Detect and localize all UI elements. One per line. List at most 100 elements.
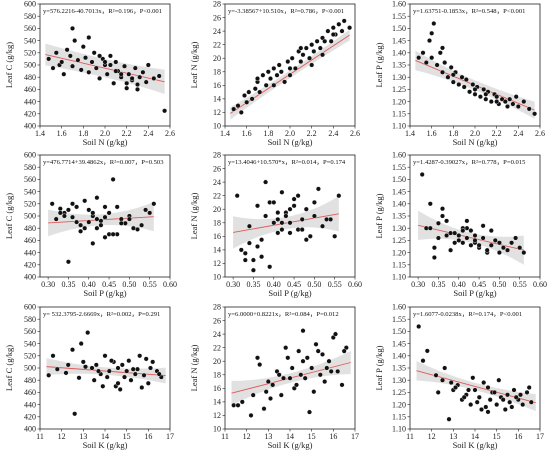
data-point	[300, 328, 306, 334]
x-tick-label: 15	[308, 432, 316, 441]
data-point	[231, 402, 237, 408]
data-point	[307, 409, 313, 415]
y-tick-label: 1.60	[392, 0, 406, 9]
regression-line	[233, 213, 339, 233]
data-point	[249, 96, 255, 102]
y-tick-label: 420	[24, 110, 36, 119]
y-tick-label: 10	[213, 425, 221, 434]
data-point	[487, 397, 493, 403]
data-point	[235, 402, 241, 408]
data-point	[335, 368, 341, 374]
y-tick-label: 1.25	[392, 236, 406, 245]
data-point	[287, 220, 293, 226]
data-point	[118, 220, 124, 226]
y-axis-label: Leaf N (g/kg)	[189, 41, 199, 88]
data-point	[279, 220, 285, 226]
data-point	[248, 412, 254, 418]
y-tick-label: 1.30	[392, 224, 406, 233]
x-tick-label: 12	[243, 432, 251, 441]
data-point	[271, 65, 277, 71]
data-point	[278, 392, 284, 398]
x-tick-label: 0.30	[41, 280, 55, 289]
data-point	[102, 214, 108, 220]
data-point	[69, 63, 75, 69]
data-point	[145, 380, 151, 386]
data-point	[287, 230, 293, 236]
data-point	[231, 106, 237, 112]
scatter-panel-6: 0.30 0.35 0.40 0.45 0.50 0.55 0.60 1.10 1.15 1.20…	[374, 151, 547, 298]
x-tick-label: 2.2	[307, 129, 317, 138]
y-axis-label: Leaf C (g/kg)	[4, 42, 14, 88]
x-tick-label: 0.50	[122, 280, 136, 289]
x-axis-label: Soil N (g/kg)	[453, 137, 498, 147]
data-point	[274, 72, 280, 78]
data-point	[442, 365, 448, 371]
data-point	[494, 99, 500, 105]
data-point	[468, 228, 474, 234]
data-point	[298, 45, 304, 51]
data-point	[61, 71, 67, 77]
x-tick-label: 16	[329, 432, 337, 441]
data-point	[145, 62, 151, 68]
y-tick-label: 1.50	[392, 24, 406, 33]
data-point	[263, 389, 269, 395]
data-point	[91, 50, 97, 56]
y-tick-label: 400	[24, 425, 36, 434]
data-point	[500, 245, 506, 251]
data-point	[97, 75, 103, 81]
data-point	[507, 96, 513, 102]
data-point	[46, 372, 52, 378]
data-point	[295, 193, 301, 199]
data-point	[324, 216, 330, 222]
data-point	[279, 189, 285, 195]
data-point	[509, 404, 515, 410]
data-point	[50, 65, 56, 71]
y-tick-label: 560	[24, 175, 36, 184]
data-point	[150, 359, 156, 365]
data-point	[472, 232, 478, 238]
data-point	[513, 394, 519, 400]
x-tick-label: 0.45	[287, 280, 301, 289]
data-point	[244, 99, 250, 105]
data-point	[328, 38, 334, 44]
x-axis-label: Soil K (g/kg)	[268, 440, 313, 450]
y-tick-label: 16	[213, 384, 221, 393]
data-point	[431, 21, 437, 27]
data-point	[65, 362, 71, 368]
y-tick-label: 12	[213, 108, 221, 117]
data-point	[464, 235, 470, 241]
x-tick-label: 2.4	[143, 129, 153, 138]
data-point	[268, 76, 274, 82]
x-tick-label: 16	[514, 432, 522, 441]
y-tick-label: 600	[24, 151, 36, 160]
data-point	[242, 257, 248, 263]
confidence-band	[45, 43, 165, 94]
data-point	[126, 216, 132, 222]
x-axis-label: Soil N (g/kg)	[268, 137, 313, 147]
x-tick-label: 0.60	[533, 280, 547, 289]
x-tick-label: 12	[58, 432, 66, 441]
x-tick-label: 0.30	[226, 280, 240, 289]
data-point	[74, 204, 80, 210]
y-tick-label: 560	[24, 327, 36, 336]
data-point	[339, 28, 345, 34]
data-point	[303, 237, 309, 243]
x-tick-label: 11	[406, 432, 414, 441]
y-tick-label: 1.50	[392, 175, 406, 184]
x-axis-label: Soil N (g/kg)	[83, 137, 128, 147]
data-point	[466, 387, 472, 393]
data-point	[320, 52, 326, 58]
data-point	[440, 206, 446, 212]
scatter-panel-2: 1.4 1.6 1.8 2.0 2.2 2.4 2.6 10 12 14 16 18 20 22 24 26 2…	[189, 0, 360, 147]
data-point	[477, 94, 483, 100]
regression-equation: y=1.63751-0.1853x，R²=0.548，P<0.001	[413, 8, 525, 15]
y-tick-label: 1.10	[392, 273, 406, 282]
x-tick-label: 0.50	[307, 280, 321, 289]
data-point	[311, 213, 317, 219]
data-point	[322, 379, 328, 385]
data-point	[143, 356, 149, 362]
data-point	[507, 399, 513, 405]
data-point	[261, 406, 267, 412]
data-point	[276, 372, 282, 378]
data-point	[302, 375, 308, 381]
